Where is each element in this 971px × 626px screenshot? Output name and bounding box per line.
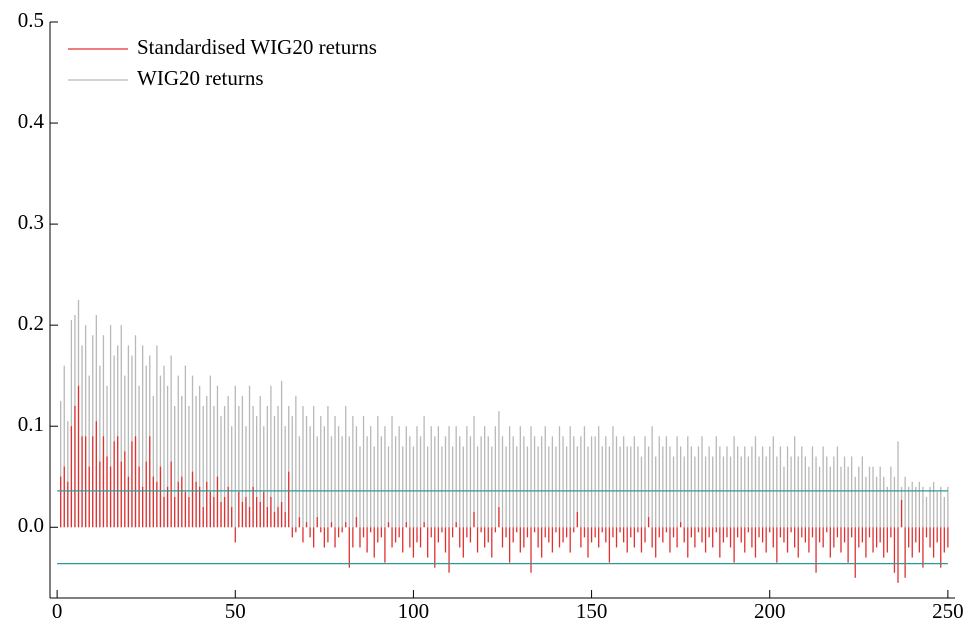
x-tick-label: 0: [52, 599, 63, 623]
y-tick-label: 0.3: [18, 210, 44, 234]
legend-label: Standardised WIG20 returns: [137, 35, 377, 59]
legend-label: WIG20 returns: [137, 66, 264, 90]
x-tick-label: 150: [576, 599, 608, 623]
y-tick-label: 0.0: [18, 513, 44, 537]
x-tick-label: 50: [225, 599, 246, 623]
y-tick-label: 0.4: [18, 109, 45, 133]
y-tick-label: 0.1: [18, 412, 44, 436]
y-tick-label: 0.2: [18, 311, 44, 335]
y-tick-label: 0.5: [18, 8, 44, 32]
x-tick-label: 200: [754, 599, 786, 623]
x-tick-label: 100: [398, 599, 430, 623]
x-tick-label: 250: [932, 599, 964, 623]
